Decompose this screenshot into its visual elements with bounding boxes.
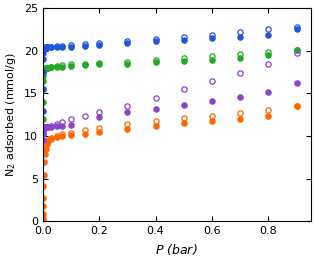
Y-axis label: N$_2$ adsorbed (mmol/g): N$_2$ adsorbed (mmol/g) — [4, 52, 18, 177]
X-axis label: $P$ (bar): $P$ (bar) — [155, 242, 198, 257]
